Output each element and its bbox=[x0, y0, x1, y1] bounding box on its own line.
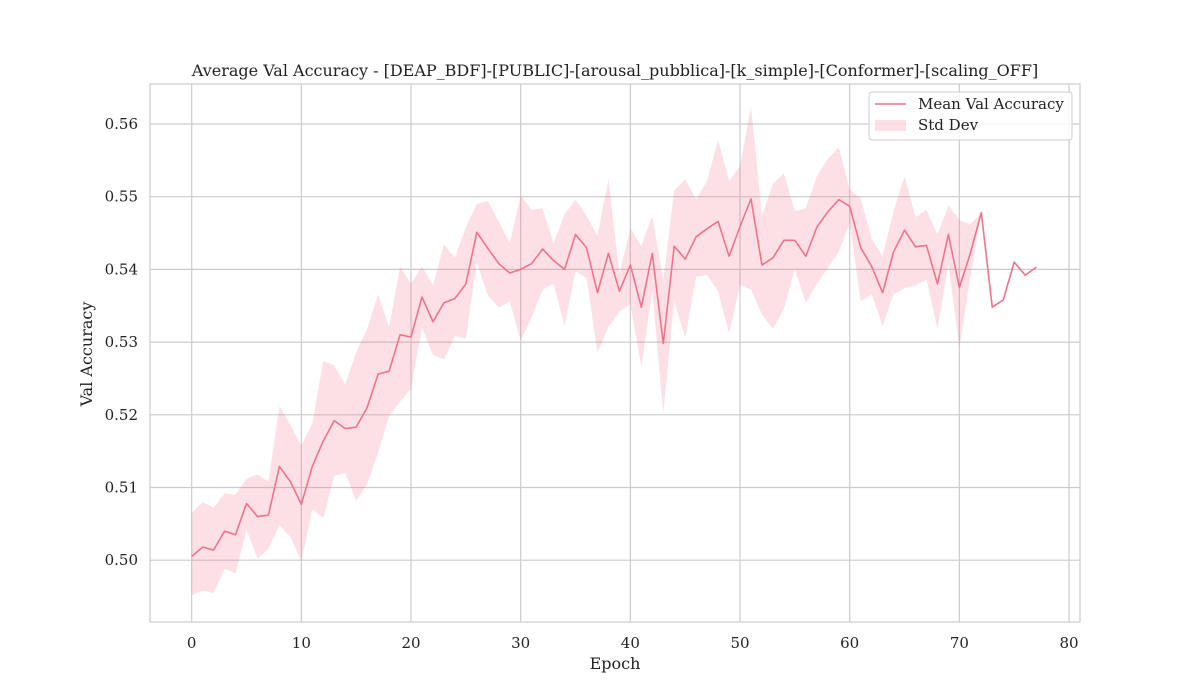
x-tick-label: 50 bbox=[730, 634, 749, 652]
x-tick-label: 70 bbox=[950, 634, 969, 652]
y-tick-label: 0.51 bbox=[105, 479, 138, 497]
x-tick-label: 40 bbox=[621, 634, 640, 652]
y-tick-label: 0.54 bbox=[105, 260, 138, 278]
legend-box bbox=[868, 91, 1073, 141]
grid bbox=[150, 84, 1080, 622]
legend-band-swatch bbox=[875, 120, 906, 131]
x-tick-label: 30 bbox=[511, 634, 530, 652]
x-axis-label: Epoch bbox=[590, 654, 641, 673]
mean-val-accuracy-line bbox=[191, 198, 1037, 558]
x-tick-label: 60 bbox=[840, 634, 859, 652]
x-tick-label: 80 bbox=[1059, 634, 1078, 652]
y-tick-label: 0.50 bbox=[105, 551, 138, 569]
x-tick-label: 0 bbox=[187, 634, 197, 652]
legend-label-mean: Mean Val Accuracy bbox=[918, 95, 1064, 113]
plot-frame bbox=[149, 83, 1081, 623]
legend-label-std: Std Dev bbox=[918, 116, 979, 134]
chart-title: Average Val Accuracy - [DEAP_BDF]-[PUBLI… bbox=[191, 61, 1038, 80]
y-tick-label: 0.52 bbox=[105, 406, 138, 424]
y-tick-labels: 0.50 0.51 0.52 0.53 0.54 0.55 0.56 bbox=[105, 115, 138, 569]
y-tick-label: 0.53 bbox=[105, 333, 138, 351]
x-tick-label: 20 bbox=[401, 634, 420, 652]
y-tick-label: 0.55 bbox=[105, 188, 138, 206]
x-tick-labels: 0 10 20 30 40 50 60 70 80 bbox=[187, 634, 1079, 652]
plot-area-background bbox=[150, 84, 1080, 622]
y-axis-label: Val Accuracy bbox=[77, 302, 96, 408]
std-dev-band bbox=[191, 106, 982, 596]
mean-line-layer bbox=[191, 198, 1037, 558]
legend: Mean Val Accuracy Std Dev bbox=[868, 91, 1073, 141]
x-tick-label: 10 bbox=[292, 634, 311, 652]
std-dev-band-layer bbox=[191, 106, 982, 596]
y-tick-label: 0.56 bbox=[105, 115, 138, 133]
